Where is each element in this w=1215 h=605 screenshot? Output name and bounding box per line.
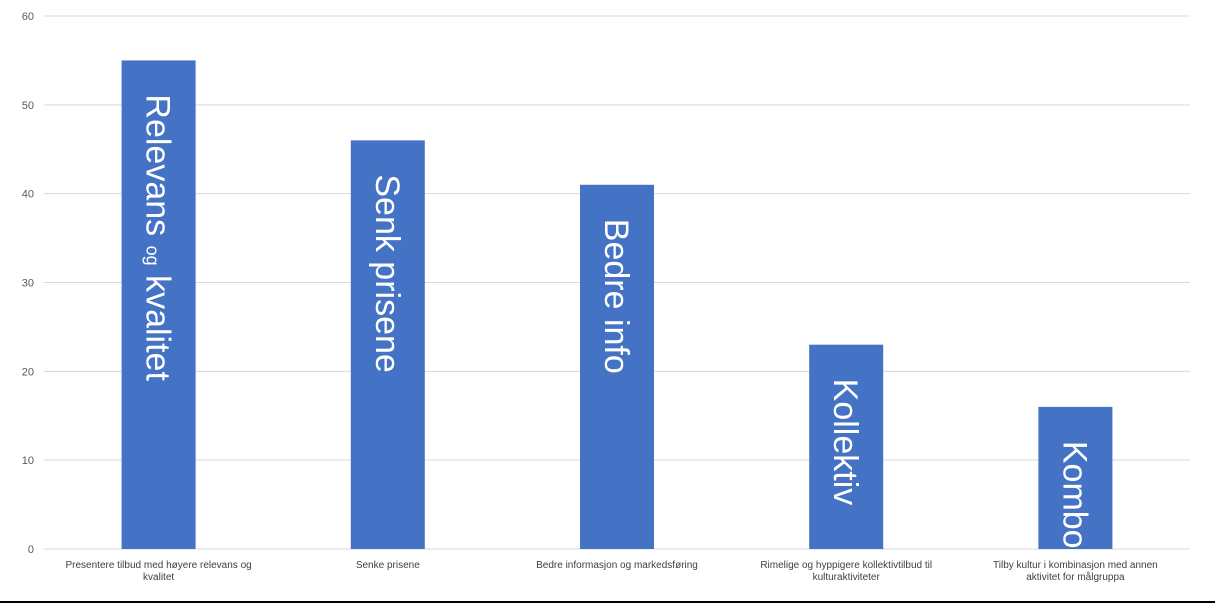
bars — [121, 60, 1113, 550]
x-category-label: Presentere tilbud med høyere relevans og… — [65, 560, 251, 583]
bar — [121, 60, 196, 550]
bottom-rule — [0, 601, 1215, 603]
bar — [1038, 406, 1113, 549]
x-category-label: Bedre informasjon og markedsføring — [536, 560, 698, 571]
bar — [580, 184, 654, 550]
bar-label: Kombo — [1055, 441, 1093, 549]
y-tick-label: 10 — [22, 455, 34, 467]
y-tick-label: 30 — [22, 278, 34, 290]
x-category-label: Tilby kultur i kombinasjon med annen akti… — [993, 560, 1158, 583]
y-axis-tick-labels: 0 10 20 30 40 50 60 — [22, 11, 34, 556]
bar-labels: Relevans og kvalitet Senk prisene Bedre in… — [139, 94, 1094, 548]
x-category-label: Rimelige og hyppigere kollektivtilbud ti… — [760, 560, 932, 583]
y-tick-label: 40 — [22, 189, 34, 201]
y-tick-label: 0 — [28, 544, 34, 556]
x-axis-category-labels: Presentere tilbud med høyere relevans og… — [65, 560, 1157, 583]
bar-label: Senk prisene — [368, 174, 406, 372]
x-category-label: Senke prisene — [356, 560, 420, 571]
bar — [809, 344, 884, 549]
y-tick-label: 50 — [22, 100, 34, 112]
y-tick-label: 20 — [22, 366, 34, 378]
y-tick-label: 60 — [22, 11, 34, 23]
bar-label: Kollektiv — [826, 379, 864, 506]
bar-label: Relevans og kvalitet — [139, 94, 177, 381]
bar — [350, 140, 425, 549]
bar-label: Bedre info — [597, 219, 635, 374]
